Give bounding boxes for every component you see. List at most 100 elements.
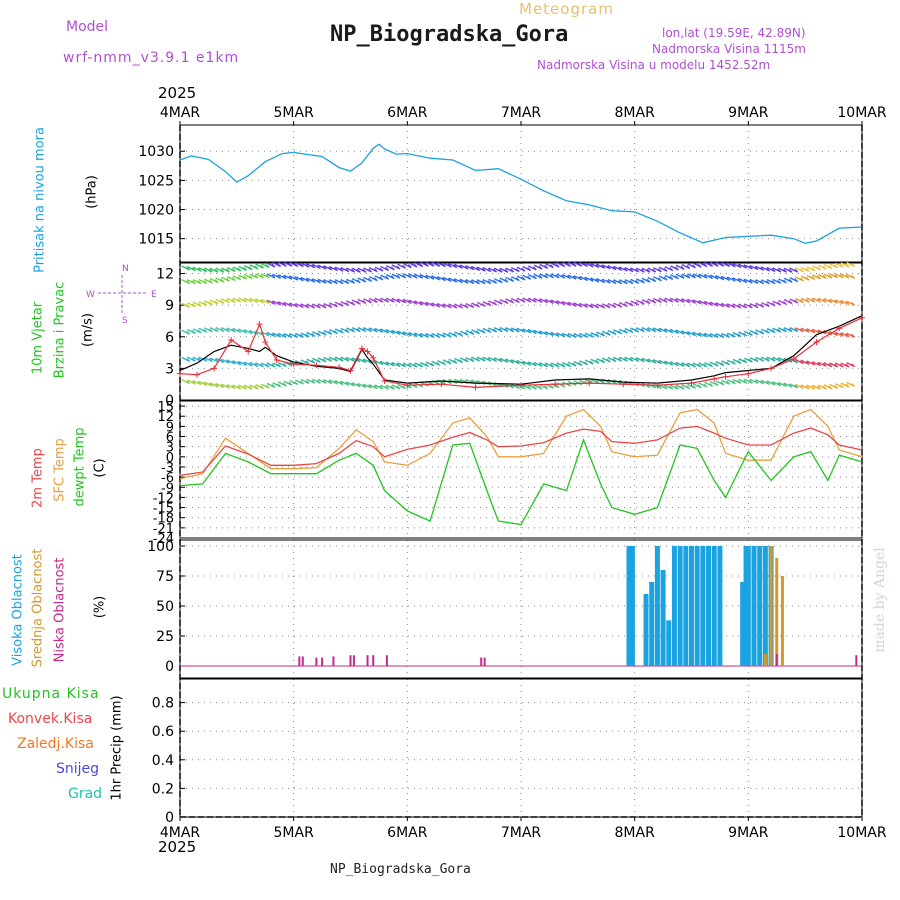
wind-arrow-head (817, 362, 821, 367)
wind-arrow-head (498, 279, 503, 284)
wind-arrow-head (714, 334, 719, 338)
wind-arrow-head (572, 275, 577, 280)
wind-arrow-head (470, 266, 475, 271)
wind-arrow-head (447, 333, 452, 338)
wind-arrow-head (413, 263, 418, 268)
wind-arrow-head (697, 384, 702, 389)
precip-label-grad: Grad (68, 786, 103, 802)
wind-arrow-head (652, 299, 657, 304)
time-label-bottom: 8MAR (615, 825, 656, 841)
wind-arrow-head (220, 384, 225, 388)
wind-arrow-head (419, 263, 424, 268)
wind-arrow-head (311, 379, 316, 384)
wind-arrow-head (538, 330, 543, 335)
wind-arrow-head (561, 333, 566, 338)
cloud-tick-label: 75 (156, 569, 174, 585)
precip-tick-label: 0.2 (152, 781, 174, 797)
wind-arrow-head (657, 328, 662, 333)
station-coords: lon,lat (19.59E, 42.89N) (662, 26, 806, 40)
wind-arrow-head (260, 274, 264, 279)
wind-arrow-head (515, 328, 520, 333)
wind-arrow-head (788, 383, 793, 388)
time-label-top: 9MAR (728, 105, 769, 121)
wind-arrow-head (697, 363, 702, 368)
time-label-bottom: 4MAR (160, 825, 201, 841)
wind-arrow-head (356, 268, 361, 273)
wind-arrow-head (339, 280, 344, 285)
wind-arrow-head (351, 328, 355, 333)
cloud-bar-high (671, 546, 677, 666)
wind-arrow-head (339, 357, 344, 362)
wind-arrow-head (362, 278, 367, 283)
wind-arrow-head (805, 328, 810, 333)
wind-arrow-head (606, 265, 611, 270)
wind-arrow-head (476, 267, 480, 271)
wind-arrow-head (720, 303, 725, 308)
wind-arrow-head (657, 268, 662, 273)
wind-arrow-head (703, 333, 708, 338)
wind-arrow-head (743, 304, 748, 309)
wind-arrow-head (578, 276, 583, 281)
pressure-tick-label: 1030 (138, 144, 174, 160)
wind-arrow-head (186, 357, 191, 362)
wind-arrow-head (197, 329, 202, 334)
wind-arrow-head (839, 363, 844, 368)
wind-arrow-head (669, 361, 674, 366)
cloud-bar-high (711, 546, 717, 666)
wind-arrow-head (555, 332, 560, 337)
wind-arrow-head (305, 304, 310, 309)
wind-arrow-head (345, 328, 350, 333)
wind-arrow-head (197, 381, 202, 386)
wind-arrow-head (709, 262, 713, 267)
wind-arrow-head (828, 274, 833, 279)
wind-arrow-head (208, 301, 213, 306)
cloud-bar-mid (780, 576, 784, 666)
wind-arrow-head (703, 363, 708, 368)
wind-arrow-head (777, 279, 782, 284)
wind-arrow-head (419, 333, 424, 338)
wind-arrow-head (675, 362, 679, 367)
wind-arrow-head (748, 304, 753, 309)
cloud-bar-high (626, 546, 632, 666)
wind-arrow-head (572, 302, 577, 307)
wind-arrow-head (544, 274, 549, 279)
cloud-bar-high (717, 546, 723, 666)
wind-arrow-head (214, 300, 219, 305)
cloud-bar-low (332, 656, 335, 666)
wind-arrow-head (839, 332, 844, 337)
wind-arrow-head (390, 330, 395, 335)
wind-arrow-head (442, 277, 446, 282)
compass-e: E (151, 290, 157, 300)
cloud-bar-low (855, 655, 858, 666)
wind-arrow-head (549, 332, 554, 337)
wind-arrow-head (589, 360, 594, 365)
station-title: NP_Biogradska_Gora (330, 22, 569, 47)
wind-arrow-head (845, 383, 850, 388)
temp-tick-label: -12 (153, 491, 174, 506)
wind-tick-label: 0 (165, 393, 174, 409)
wind-arrow-head (493, 301, 498, 306)
wind-arrow-head (584, 333, 588, 338)
wind-arrow-head (731, 333, 736, 338)
wind-arrow-head (322, 265, 327, 270)
wind-arrow-head (231, 268, 236, 272)
wind-arrow-head (288, 302, 293, 307)
wind-arrow-head (345, 280, 350, 284)
temp-tick-label: -6 (161, 471, 174, 486)
wind-arrow-head (316, 304, 321, 309)
wind-arrow-head (811, 361, 816, 366)
wind-arrow-head (430, 334, 435, 338)
wind-arrow-head (811, 385, 816, 390)
wind-arrow-head (334, 303, 338, 308)
wind-arrow-head (231, 360, 236, 365)
temp-tick-label: -24 (153, 532, 174, 547)
wind-arrow-head (754, 304, 759, 309)
wind-arrow-head (453, 264, 458, 269)
wind-arrow-head (555, 263, 560, 268)
temp-tick-label: -3 (161, 461, 174, 476)
wind-arrow-head (623, 303, 628, 307)
wind-arrow-head (294, 381, 299, 385)
cloud-bar-high (649, 582, 655, 666)
wind-arrow-head (288, 381, 293, 386)
wind-arrow-head (368, 384, 372, 389)
